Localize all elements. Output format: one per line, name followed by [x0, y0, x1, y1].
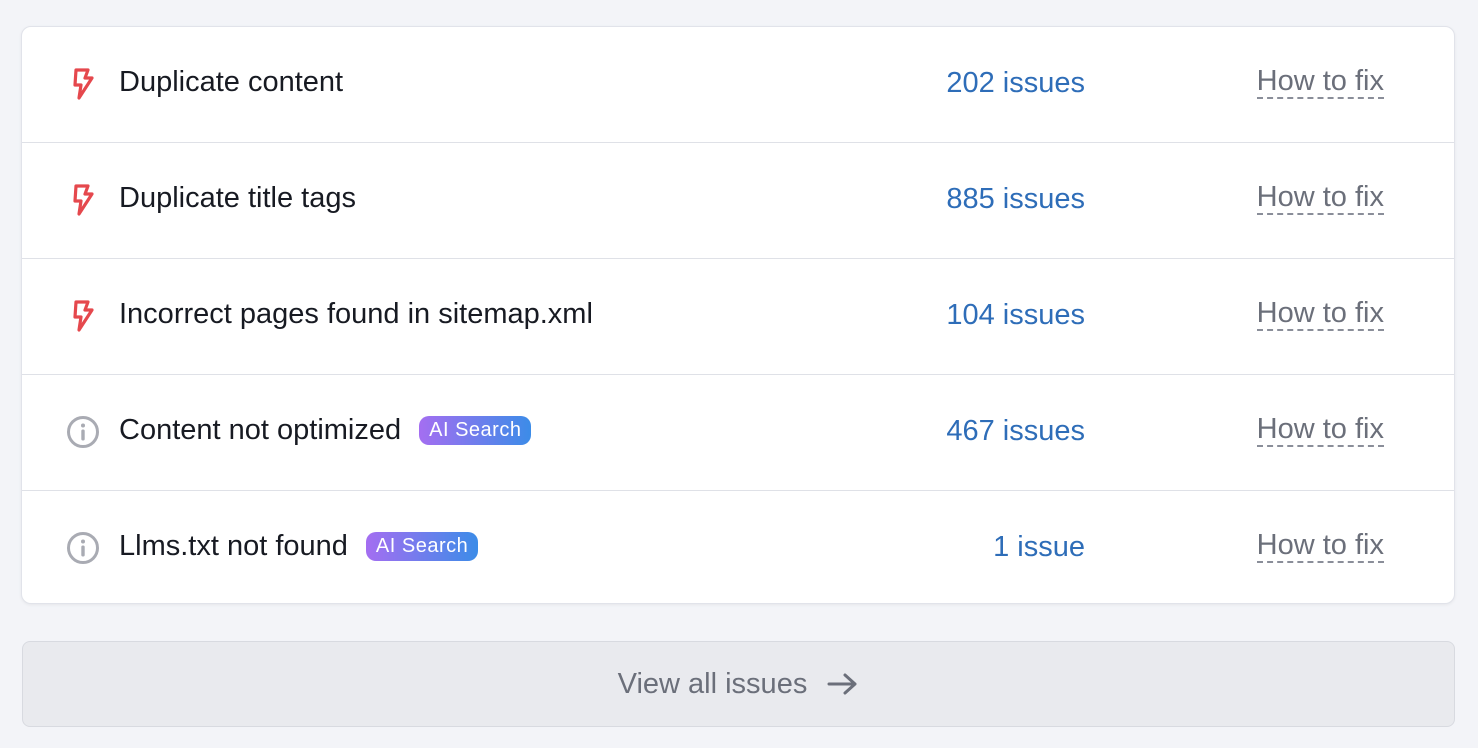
- issue-row: Llms.txt not found AI Search 1 issue How to…: [22, 491, 1454, 607]
- issue-title-wrap: Llms.txt not found AI Search: [119, 530, 479, 563]
- how-to-fix-link[interactable]: How to fix: [1256, 297, 1384, 331]
- issue-title: Llms.txt not found: [119, 530, 348, 562]
- issue-title-wrap: Content not optimized AI Search: [119, 414, 532, 447]
- issue-title: Content not optimized: [119, 414, 402, 446]
- issue-title: Duplicate content: [119, 66, 344, 98]
- issue-count-link[interactable]: 202 issues: [946, 67, 1085, 99]
- ai-search-badge: AI Search: [365, 532, 479, 561]
- issue-count-link[interactable]: 885 issues: [946, 183, 1085, 215]
- issues-card: Duplicate content 202 issues How to fix Dup…: [21, 26, 1455, 604]
- how-to-fix-link[interactable]: How to fix: [1256, 413, 1384, 447]
- how-to-fix-link[interactable]: How to fix: [1256, 65, 1384, 99]
- issue-row: Duplicate content 202 issues How to fix: [22, 27, 1454, 143]
- issue-row: Duplicate title tags 885 issues How to fix: [22, 143, 1454, 259]
- issue-count-link[interactable]: 467 issues: [946, 415, 1085, 447]
- info-icon: [66, 531, 100, 565]
- issue-title-wrap: Incorrect pages found in sitemap.xml: [119, 298, 593, 331]
- issue-title: Duplicate title tags: [119, 182, 356, 214]
- view-all-label: View all issues: [617, 667, 808, 700]
- issue-count-link[interactable]: 104 issues: [946, 299, 1085, 331]
- view-all-issues-button[interactable]: View all issues: [22, 641, 1455, 727]
- issue-title-wrap: Duplicate content: [119, 66, 343, 99]
- ai-search-badge: AI Search: [419, 416, 532, 445]
- issue-title: Incorrect pages found in sitemap.xml: [119, 298, 593, 330]
- info-icon: [66, 415, 100, 449]
- issue-row: Content not optimized AI Search 467 issues…: [22, 375, 1454, 491]
- how-to-fix-link[interactable]: How to fix: [1256, 529, 1384, 563]
- issue-title-wrap: Duplicate title tags: [119, 182, 356, 215]
- issue-count-link[interactable]: 1 issue: [993, 531, 1085, 563]
- how-to-fix-link[interactable]: How to fix: [1256, 181, 1384, 215]
- issue-row: Incorrect pages found in sitemap.xml 104 …: [22, 259, 1454, 375]
- arrow-right-icon: [827, 673, 857, 695]
- lightning-icon: [66, 67, 100, 101]
- lightning-icon: [66, 299, 100, 333]
- lightning-icon: [66, 183, 100, 217]
